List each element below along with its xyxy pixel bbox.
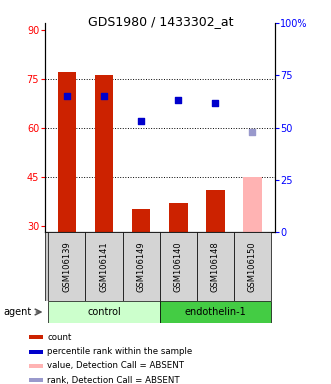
Text: count: count [47, 333, 71, 342]
Bar [160, 301, 271, 323]
Bar [243, 177, 262, 232]
Text: value, Detection Call = ABSENT: value, Detection Call = ABSENT [47, 361, 184, 370]
Bar [58, 72, 76, 232]
Bar [234, 232, 271, 301]
Point [250, 129, 255, 135]
Bar [95, 75, 113, 232]
Point [176, 98, 181, 104]
Text: rank, Detection Call = ABSENT: rank, Detection Call = ABSENT [47, 376, 180, 384]
Text: GSM106148: GSM106148 [211, 242, 220, 292]
Text: GSM106150: GSM106150 [248, 242, 257, 292]
Text: endothelin-1: endothelin-1 [184, 307, 246, 317]
Point [138, 118, 144, 124]
Point [101, 93, 107, 99]
Text: GSM106141: GSM106141 [100, 242, 109, 292]
Point [64, 93, 70, 99]
Text: GSM106140: GSM106140 [174, 242, 183, 292]
Text: GSM106139: GSM106139 [63, 242, 71, 292]
Point [213, 99, 218, 106]
Text: agent: agent [3, 307, 31, 317]
Bar [29, 335, 43, 339]
Bar [48, 301, 160, 323]
Bar [48, 232, 85, 301]
Bar [29, 349, 43, 354]
Bar [160, 232, 197, 301]
Text: percentile rank within the sample: percentile rank within the sample [47, 347, 193, 356]
Bar [206, 190, 225, 232]
Text: GSM106149: GSM106149 [137, 242, 146, 292]
Bar [85, 232, 122, 301]
Bar [169, 203, 188, 232]
Bar [29, 364, 43, 368]
Text: GDS1980 / 1433302_at: GDS1980 / 1433302_at [88, 15, 233, 28]
Bar [122, 232, 160, 301]
Bar [197, 232, 234, 301]
Bar [29, 378, 43, 382]
Text: control: control [87, 307, 121, 317]
Bar [132, 209, 150, 232]
